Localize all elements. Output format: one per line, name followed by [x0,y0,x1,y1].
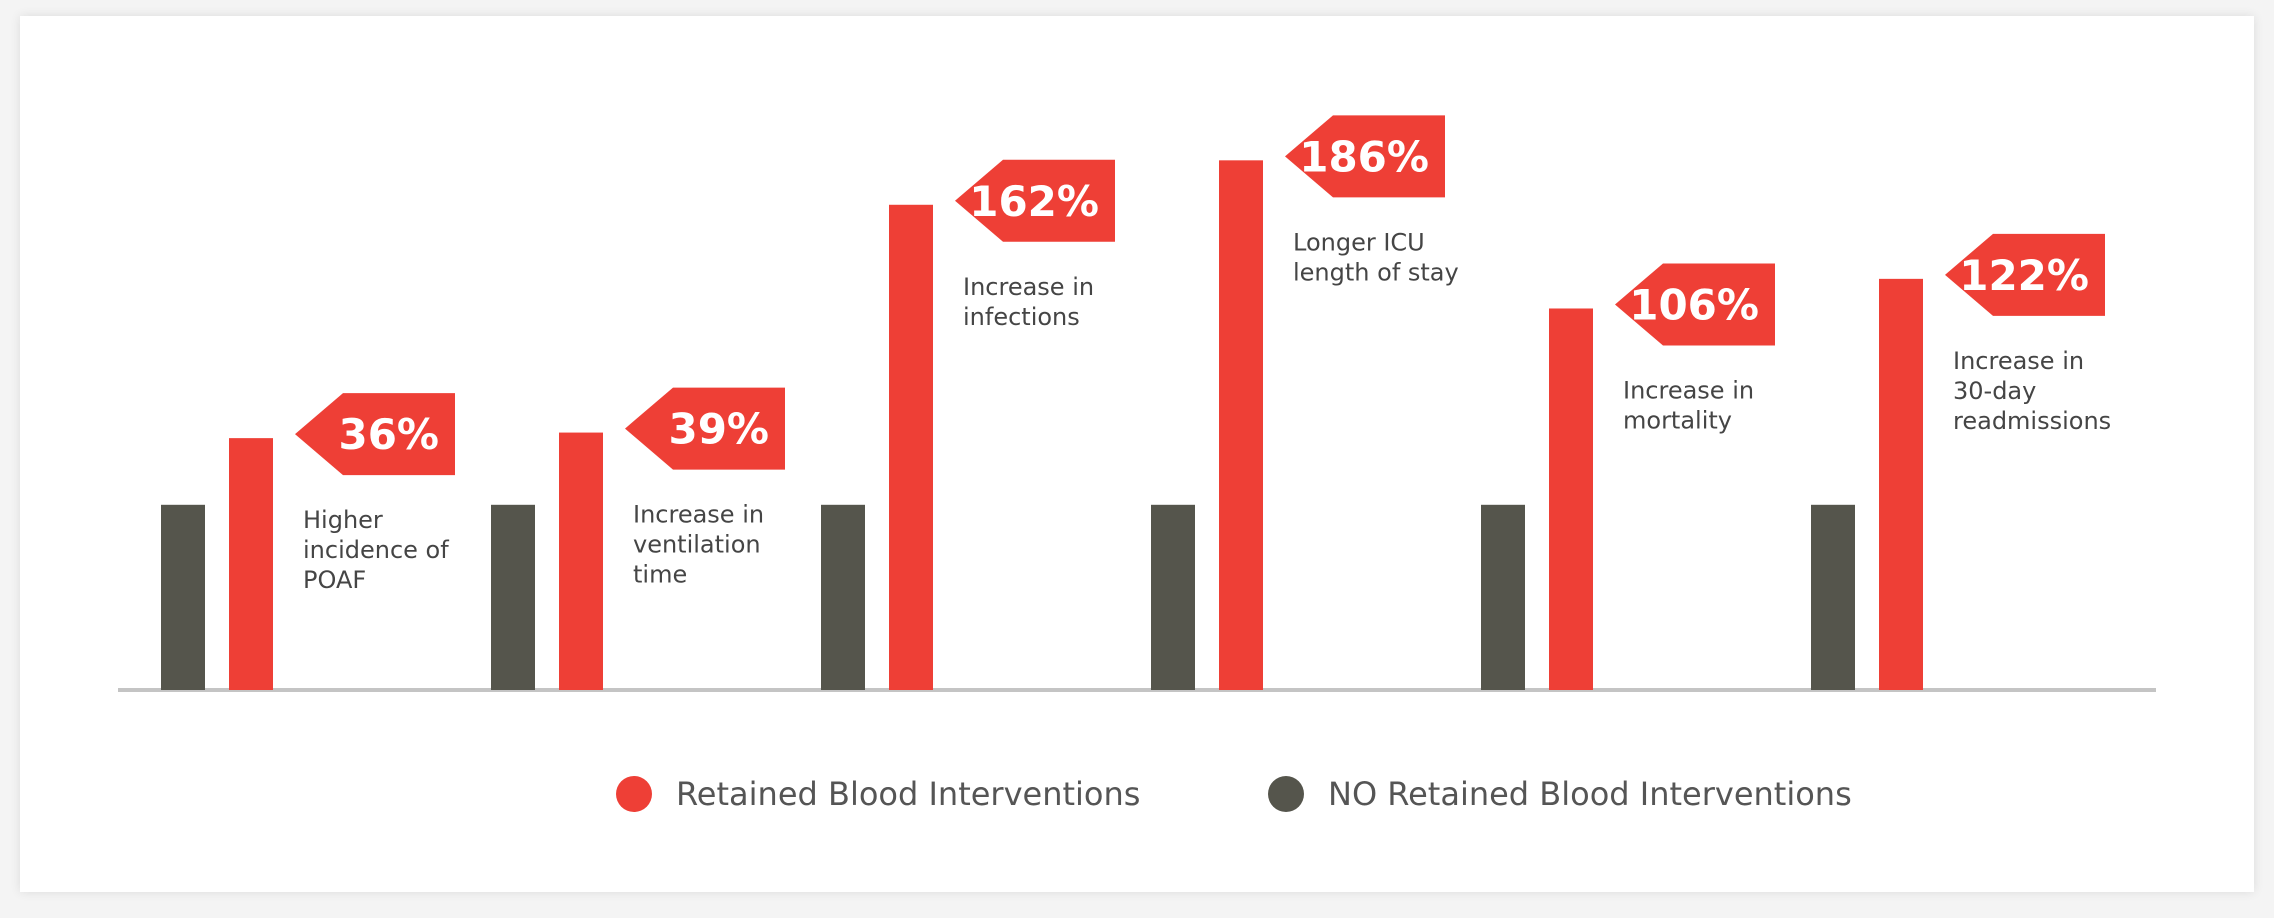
callout-label-6: 122% [1959,251,2089,300]
callout-label-2: 39% [668,405,769,454]
bar-retained-4 [1219,160,1263,690]
bar-no-retained-5 [1481,504,1525,690]
callout-label-1: 36% [338,410,439,459]
callout-flag-3 [955,159,1115,242]
category-label-2-line-3: time [633,561,687,589]
category-label-6-line-3: readmissions [1953,407,2111,435]
category-label-5-line-1: Increase in [1623,376,1754,404]
callout-flag-5 [1615,263,1775,346]
bar-no-retained-4 [1151,504,1195,690]
legend-marker-retained [616,776,652,812]
category-label-3-line-1: Increase in [963,273,1094,301]
callout-label-4: 186% [1299,132,1429,181]
category-label-6-line-2: 30-day [1953,377,2036,405]
category-label-1-line-2: incidence of [303,536,449,564]
chart-card: 36% Higher incidence of POAF 39% Increase in v… [20,16,2254,892]
category-label-6-line-1: Increase in [1953,347,2084,375]
category-label-2-line-2: ventilation [633,531,761,559]
category-label-5-line-2: mortality [1623,406,1732,434]
callout-flag-1 [295,393,455,476]
legend-marker-no-retained [1268,776,1304,812]
bar-retained-2 [559,432,603,690]
category-label-2-line-1: Increase in [633,501,764,529]
category-label-1-line-1: Higher [303,506,383,534]
callout-flag-2 [625,387,785,470]
category-label-1-line-3: POAF [303,566,366,594]
callout-flag-6 [1945,233,2105,316]
bar-no-retained-6 [1811,504,1855,690]
legend-label-retained: Retained Blood Interventions [676,775,1140,813]
bar-retained-5 [1549,308,1593,690]
bar-no-retained-1 [161,504,205,690]
bar-retained-3 [889,204,933,690]
bar-no-retained-2 [491,504,535,690]
legend-label-no-retained: NO Retained Blood Interventions [1328,775,1852,813]
bar-no-retained-3 [821,504,865,690]
callout-label-3: 162% [969,177,1099,226]
callout-label-5: 106% [1629,280,1759,329]
category-label-3-line-2: infections [963,303,1080,331]
bar-retained-6 [1879,278,1923,690]
callout-flag-4 [1285,115,1445,198]
bar-retained-1 [229,438,273,690]
category-label-4-line-1: Longer ICU [1293,228,1425,256]
category-label-4-line-2: length of stay [1293,258,1459,286]
